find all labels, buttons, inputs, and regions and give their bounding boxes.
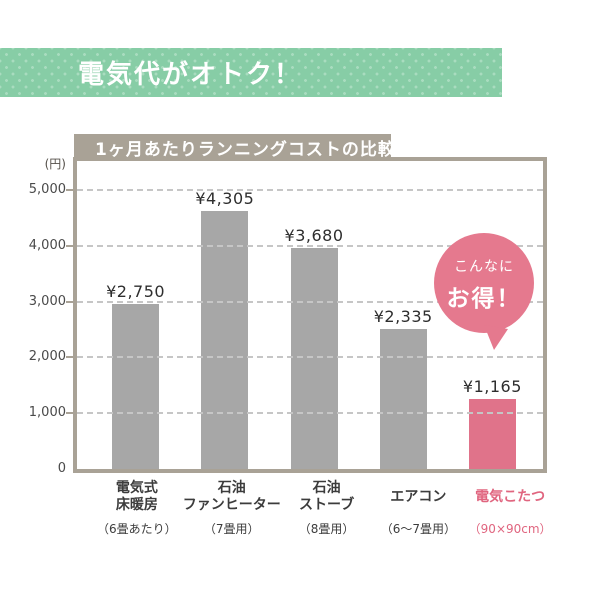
y-tick-mark xyxy=(66,189,75,191)
category-size-note: （7畳用） xyxy=(203,522,260,536)
category-size-note: （8畳用） xyxy=(298,522,355,536)
chart-plot-area: ¥2,750 ¥4,305 ¥3,680 ¥2,335 ¥1,165 xyxy=(77,161,543,469)
y-tick-mark xyxy=(66,412,75,415)
category-name-line: 床暖房 xyxy=(115,497,158,513)
y-axis-unit-label: (円) xyxy=(44,157,66,171)
y-tick-mark xyxy=(66,244,75,247)
bar-slot: ¥2,750 xyxy=(91,282,180,469)
category-name-line: エアコン xyxy=(390,488,447,505)
chart-plot-box: ¥2,750 ¥4,305 ¥3,680 ¥2,335 ¥1,165 xyxy=(73,157,547,473)
callout-line2: お得！ xyxy=(446,285,522,312)
bar xyxy=(379,329,427,469)
category-name-line: 電気式 xyxy=(115,480,158,496)
category-name-line: ストーブ xyxy=(299,497,355,513)
category-name: 電気式 床暖房 xyxy=(116,479,158,515)
bar-slot: ¥3,680 xyxy=(269,226,358,469)
gridline xyxy=(77,189,543,191)
bar xyxy=(468,399,516,469)
bar-value-label: ¥2,335 xyxy=(373,307,433,326)
bar xyxy=(290,248,338,469)
category-name-line: 電気こたつ xyxy=(475,488,546,505)
bar-value-label: ¥3,680 xyxy=(284,226,344,245)
gridline xyxy=(77,244,543,247)
category-name: エアコン xyxy=(390,479,446,515)
bar-value-label: ¥2,750 xyxy=(106,282,166,301)
callout-line1: こんなに xyxy=(454,258,514,275)
callout-bubble: こんなに お得！ xyxy=(434,233,534,350)
bar-value-label: ¥1,165 xyxy=(462,377,522,396)
category-name: 石油 ストーブ xyxy=(299,479,354,515)
gridline xyxy=(77,412,543,415)
x-axis-labels: 電気式 床暖房 （6畳あたり） 石油 ファンヒーター （7畳用） 石油 ストーブ （8畳用） エア… xyxy=(77,479,562,537)
category-name-line: 石油 xyxy=(217,480,246,496)
category-label: 電気こたつ （90×90cm） xyxy=(464,479,556,537)
category-size-note: （6畳あたり） xyxy=(97,522,177,536)
bar-slot: ¥2,335 xyxy=(359,307,448,469)
category-label: 石油 ストーブ （8畳用） xyxy=(281,479,373,537)
y-tick-label: 4,000 xyxy=(28,237,66,253)
speech-bubble-tail-icon xyxy=(484,325,508,350)
category-name: 石油 ファンヒーター xyxy=(183,479,281,515)
bar-value-label: ¥4,305 xyxy=(195,189,255,208)
bar-slot: ¥4,305 xyxy=(180,189,269,469)
y-axis-labels: 0 1,000 2,000 3,000 4,000 5,000 xyxy=(18,157,66,476)
category-label: 電気式 床暖房 （6畳あたり） xyxy=(91,479,183,537)
category-label: 石油 ファンヒーター （7畳用） xyxy=(183,479,281,537)
category-size-note: （6～7畳用） xyxy=(380,522,457,536)
y-tick-label: 2,000 xyxy=(28,349,66,365)
bar xyxy=(112,304,160,469)
category-label: エアコン （6～7畳用） xyxy=(373,479,465,537)
y-tick-mark xyxy=(66,300,75,303)
chart-title-bar: 1ヶ月あたりランニングコストの比較 xyxy=(74,134,395,161)
header-title: 電気代がオトク！ xyxy=(78,60,303,90)
bar-slot: ¥1,165 xyxy=(448,377,537,469)
category-size-note: （90×90cm） xyxy=(468,522,552,536)
category-name-line: ファンヒーター xyxy=(182,497,281,513)
gridline xyxy=(77,356,543,359)
y-tick-mark xyxy=(66,356,75,359)
y-tick-label: 1,000 xyxy=(28,405,66,421)
y-tick-label: 0 xyxy=(57,461,66,476)
gridline xyxy=(77,300,543,303)
y-axis-ticks xyxy=(66,157,75,473)
bar xyxy=(201,211,249,469)
category-name-line: 石油 xyxy=(312,480,341,496)
y-tick-label: 3,000 xyxy=(28,293,66,309)
chart-title: 1ヶ月あたりランニングコストの比較 xyxy=(95,140,396,160)
header-banner: 電気代がオトク！ xyxy=(0,48,502,97)
y-tick-label: 5,000 xyxy=(28,182,66,197)
bars-row: ¥2,750 ¥4,305 ¥3,680 ¥2,335 ¥1,165 xyxy=(77,161,543,469)
category-name: 電気こたつ xyxy=(475,479,545,515)
